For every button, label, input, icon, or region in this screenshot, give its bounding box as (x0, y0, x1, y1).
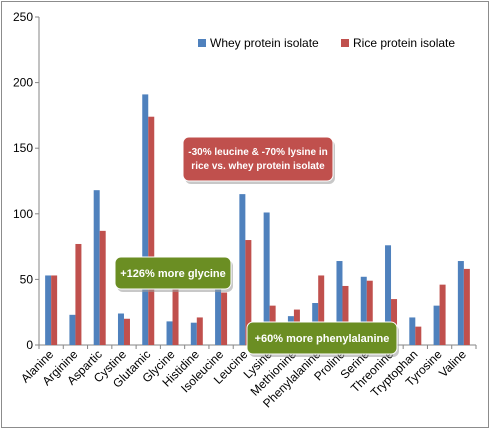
bar-whey (360, 276, 367, 345)
legend-swatch (198, 39, 206, 47)
bar-rice (366, 280, 373, 345)
bar-rice (172, 288, 179, 345)
annotation-text-leucine-lysine-line1: -30% leucine & -70% lysine in (188, 147, 328, 158)
annotation-box-glycine (114, 256, 232, 290)
bar-rice (318, 275, 325, 345)
y-tick-label: 200 (13, 76, 33, 90)
bar-rice (196, 317, 203, 345)
bar-rice (148, 116, 155, 345)
bar-rice (221, 292, 228, 345)
bar-rice (51, 275, 58, 345)
bar-whey (93, 190, 100, 345)
annotation-text-leucine-lysine-line2: rice vs. whey protein isolate (191, 161, 325, 172)
bar-rice (123, 318, 130, 345)
y-tick-label: 100 (13, 207, 33, 221)
legend-swatch (341, 39, 349, 47)
bar-rice (463, 268, 470, 345)
bar-whey (433, 305, 440, 345)
y-tick-label: 50 (20, 272, 34, 286)
bar-rice (99, 230, 106, 345)
bar-whey (166, 321, 173, 345)
bar-rice (75, 243, 82, 345)
bar-rice (245, 240, 252, 345)
bar-whey (45, 275, 52, 345)
annotation-box-phenylalanine (246, 321, 398, 355)
bar-whey (215, 285, 222, 345)
bar-whey (117, 313, 124, 345)
x-tick-label: Valine (436, 347, 469, 380)
bar-whey (409, 317, 416, 345)
bar-rice (415, 326, 422, 345)
y-tick-label: 150 (13, 141, 33, 155)
annotation-text-phenylalanine: +60% more phenylalanine (255, 333, 390, 345)
y-tick-label: 0 (26, 338, 33, 352)
bar-whey (457, 261, 464, 345)
bar-whey (239, 194, 246, 345)
legend-label: Whey protein isolate (210, 36, 319, 50)
bar-whey (385, 245, 392, 345)
bar-rice (391, 299, 398, 345)
bar-whey (336, 261, 343, 345)
annotation-box-leucine-lysine (182, 136, 334, 182)
bar-rice (342, 285, 349, 345)
bar-whey (142, 94, 149, 346)
legend-label: Rice protein isolate (353, 36, 455, 50)
annotation-text-glycine: +126% more glycine (120, 268, 225, 280)
bar-rice (439, 284, 446, 345)
y-tick-label: 250 (13, 10, 33, 24)
bar-whey (263, 212, 270, 345)
bar-whey (69, 314, 76, 345)
bar-whey (190, 322, 197, 345)
